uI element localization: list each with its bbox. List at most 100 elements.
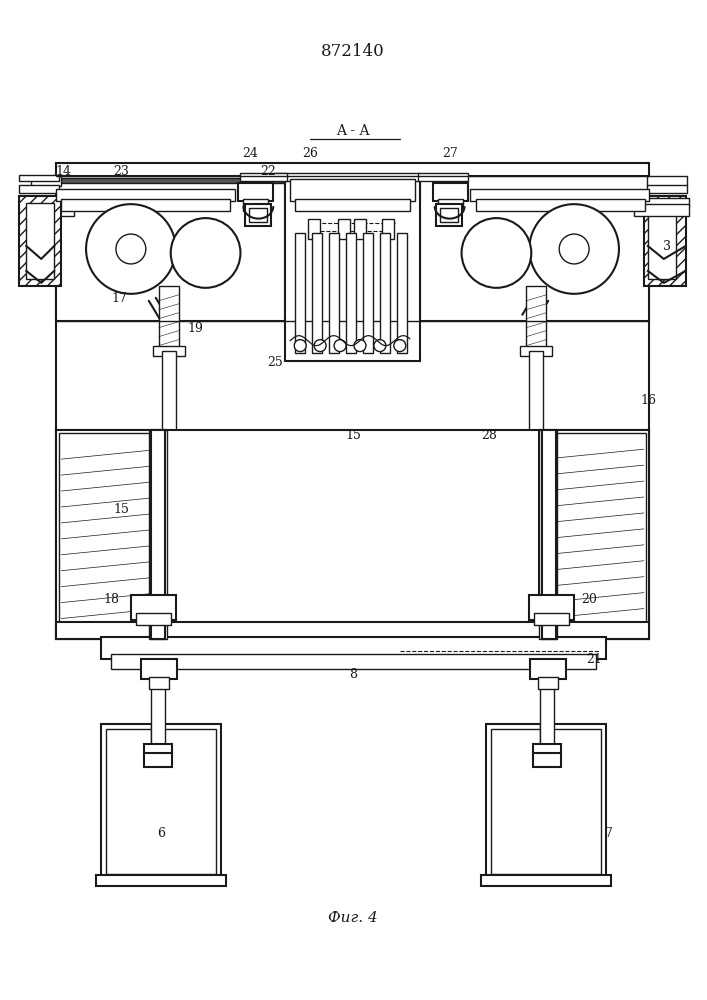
Text: 7: 7 [605,827,613,840]
Bar [397,233,407,353]
Bar [440,208,457,222]
Text: 6: 6 [157,827,165,840]
Circle shape [530,204,619,294]
Bar [56,430,165,639]
Bar [634,198,689,206]
Bar [533,753,561,767]
Text: Фиг. 4: Фиг. 4 [328,911,378,925]
Text: 14: 14 [55,165,71,178]
Bar [291,179,415,201]
Circle shape [374,340,386,352]
Bar [144,744,172,754]
Bar [156,443,182,455]
Text: 19: 19 [187,322,204,335]
Bar [296,233,305,353]
Bar [56,176,285,321]
Bar [539,430,557,639]
Bar [240,173,287,181]
Bar [56,189,235,201]
Text: 21: 21 [586,653,602,666]
Bar [644,196,686,286]
Bar [523,453,549,465]
Circle shape [294,340,306,352]
Bar [530,595,574,620]
Bar [538,677,559,689]
Text: 24: 24 [243,147,258,160]
Bar [433,183,467,201]
Bar [275,173,285,181]
Bar [418,173,467,181]
Bar [530,659,566,679]
Bar [159,286,179,351]
Text: 17: 17 [111,292,127,305]
Bar [533,744,561,754]
Text: 15: 15 [113,503,129,516]
Bar [245,204,271,226]
Circle shape [394,340,406,352]
Bar [59,433,163,636]
Text: 16: 16 [641,394,657,407]
Bar [56,179,649,201]
Bar [285,173,420,181]
Bar [491,729,601,874]
Text: 3: 3 [662,240,671,253]
Bar [56,173,649,432]
Bar [476,199,645,211]
Bar [106,729,216,874]
Bar [101,724,221,879]
Bar [634,204,689,216]
Bar [61,199,230,211]
Bar [101,637,606,659]
Circle shape [334,340,346,352]
Text: 18: 18 [103,593,119,606]
Bar [647,185,686,193]
Text: 872140: 872140 [321,43,385,60]
Bar [238,183,274,201]
Bar [526,286,547,351]
Bar [56,178,285,183]
Bar [156,453,182,465]
Bar [148,677,169,689]
Text: 8: 8 [349,668,357,681]
Bar [144,753,172,767]
Bar [534,613,569,625]
Bar [296,199,410,211]
Circle shape [170,218,240,288]
Circle shape [314,340,326,352]
Bar [648,203,676,279]
Circle shape [354,340,366,352]
Bar [56,430,649,639]
Bar [469,189,649,201]
Bar [486,724,606,879]
Circle shape [116,234,146,264]
Bar [346,233,356,353]
Text: 23: 23 [113,165,129,178]
Bar [363,233,373,353]
Bar [354,219,366,239]
Bar [96,875,226,886]
Bar [380,233,390,353]
Bar [308,219,320,239]
Bar [19,204,74,216]
Bar [136,613,170,625]
Bar [162,351,176,450]
Text: 27: 27 [442,147,457,160]
Bar [540,679,554,749]
Bar [539,430,649,639]
Bar [151,430,165,639]
Bar [56,622,649,639]
Bar [285,176,420,361]
Bar [56,163,649,181]
Bar [530,351,543,450]
Bar [148,430,167,639]
Bar [542,433,646,636]
Bar [523,443,549,455]
Bar [481,875,611,886]
Text: 25: 25 [267,356,284,369]
Bar [329,233,339,353]
Bar [26,203,54,279]
Bar [151,679,165,749]
Bar [153,346,185,356]
Text: 22: 22 [260,165,276,178]
Bar [19,198,74,206]
